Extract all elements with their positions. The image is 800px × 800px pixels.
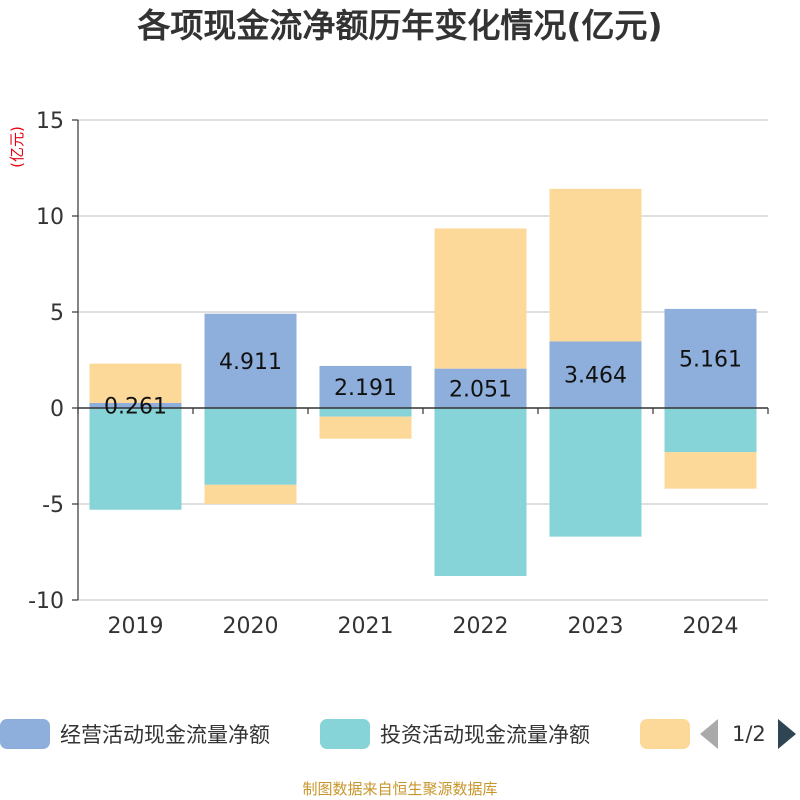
bar-investing-2019 xyxy=(89,408,182,510)
data-source-footer: 制图数据来自恒生聚源数据库 xyxy=(302,780,498,798)
data-label-operating-2023: 3.464 xyxy=(564,364,627,389)
legend-label-operating: 经营活动现金流量净额 xyxy=(60,723,270,747)
legend-swatch-investing xyxy=(320,719,370,749)
legend-next-page-icon[interactable] xyxy=(777,719,796,749)
legend-prev-page-icon[interactable] xyxy=(700,719,718,749)
data-label-operating-2024: 5.161 xyxy=(679,347,742,372)
x-tick-label-2022: 2022 xyxy=(453,614,509,639)
bar-chart: (亿元) 15 10 5 0 -5 -10 2019 2020 2021 2022 2023 2024… xyxy=(8,109,769,639)
bar-financing-2021 xyxy=(319,416,412,439)
legend-item-financing[interactable] xyxy=(640,719,700,749)
data-label-operating-2022: 2.051 xyxy=(449,377,512,402)
y-tick-label-0: 0 xyxy=(50,397,64,422)
legend-page-indicator: 1/2 xyxy=(732,722,766,746)
y-tick-label-5: 5 xyxy=(50,301,64,326)
bar-investing-2020 xyxy=(204,408,297,485)
x-tick-label-2021: 2021 xyxy=(338,614,394,639)
bar-investing-2024 xyxy=(664,408,757,453)
y-axis-unit-label: (亿元) xyxy=(8,126,26,168)
bar-operating-2024 xyxy=(664,308,757,408)
y-tick-label--5: -5 xyxy=(42,493,64,518)
legend-swatch-operating xyxy=(0,719,50,749)
data-label-operating-2020: 4.911 xyxy=(219,350,282,375)
bar-operating-2019 xyxy=(89,402,182,408)
bar-financing-2024 xyxy=(664,452,757,489)
bar-financing-2019 xyxy=(89,363,182,403)
y-tick-label--10: -10 xyxy=(28,589,64,614)
bar-financing-2022 xyxy=(434,228,527,369)
data-label-operating-2019: 0.261 xyxy=(104,394,167,419)
bar-investing-2022 xyxy=(434,408,527,576)
bar-financing-2023 xyxy=(549,188,642,342)
data-label-operating-2021: 2.191 xyxy=(334,376,397,401)
bar-operating-2021 xyxy=(319,365,412,408)
legend-item-operating[interactable]: 经营活动现金流量净额 xyxy=(0,719,270,749)
bar-financing-2020 xyxy=(204,484,297,504)
legend-swatch-financing xyxy=(640,719,690,749)
x-tick-label-2019: 2019 xyxy=(108,614,164,639)
bar-operating-2020 xyxy=(204,313,297,408)
legend-label-investing: 投资活动现金流量净额 xyxy=(380,723,590,747)
x-tick-label-2020: 2020 xyxy=(223,614,279,639)
y-tick-label-15: 15 xyxy=(36,109,64,134)
x-tick-label-2024: 2024 xyxy=(683,614,739,639)
x-tick-label-2023: 2023 xyxy=(568,614,624,639)
bar-investing-2023 xyxy=(549,408,642,537)
bar-operating-2023 xyxy=(549,341,642,408)
y-tick-label-10: 10 xyxy=(36,205,64,230)
chart-title: 各项现金流净额历年变化情况(亿元) xyxy=(137,6,663,45)
legend-item-investing[interactable]: 投资活动现金流量净额 xyxy=(320,719,590,749)
bar-operating-2022 xyxy=(434,368,527,408)
legend-pager: 1/2 xyxy=(700,719,796,749)
bar-investing-2021 xyxy=(319,408,412,417)
